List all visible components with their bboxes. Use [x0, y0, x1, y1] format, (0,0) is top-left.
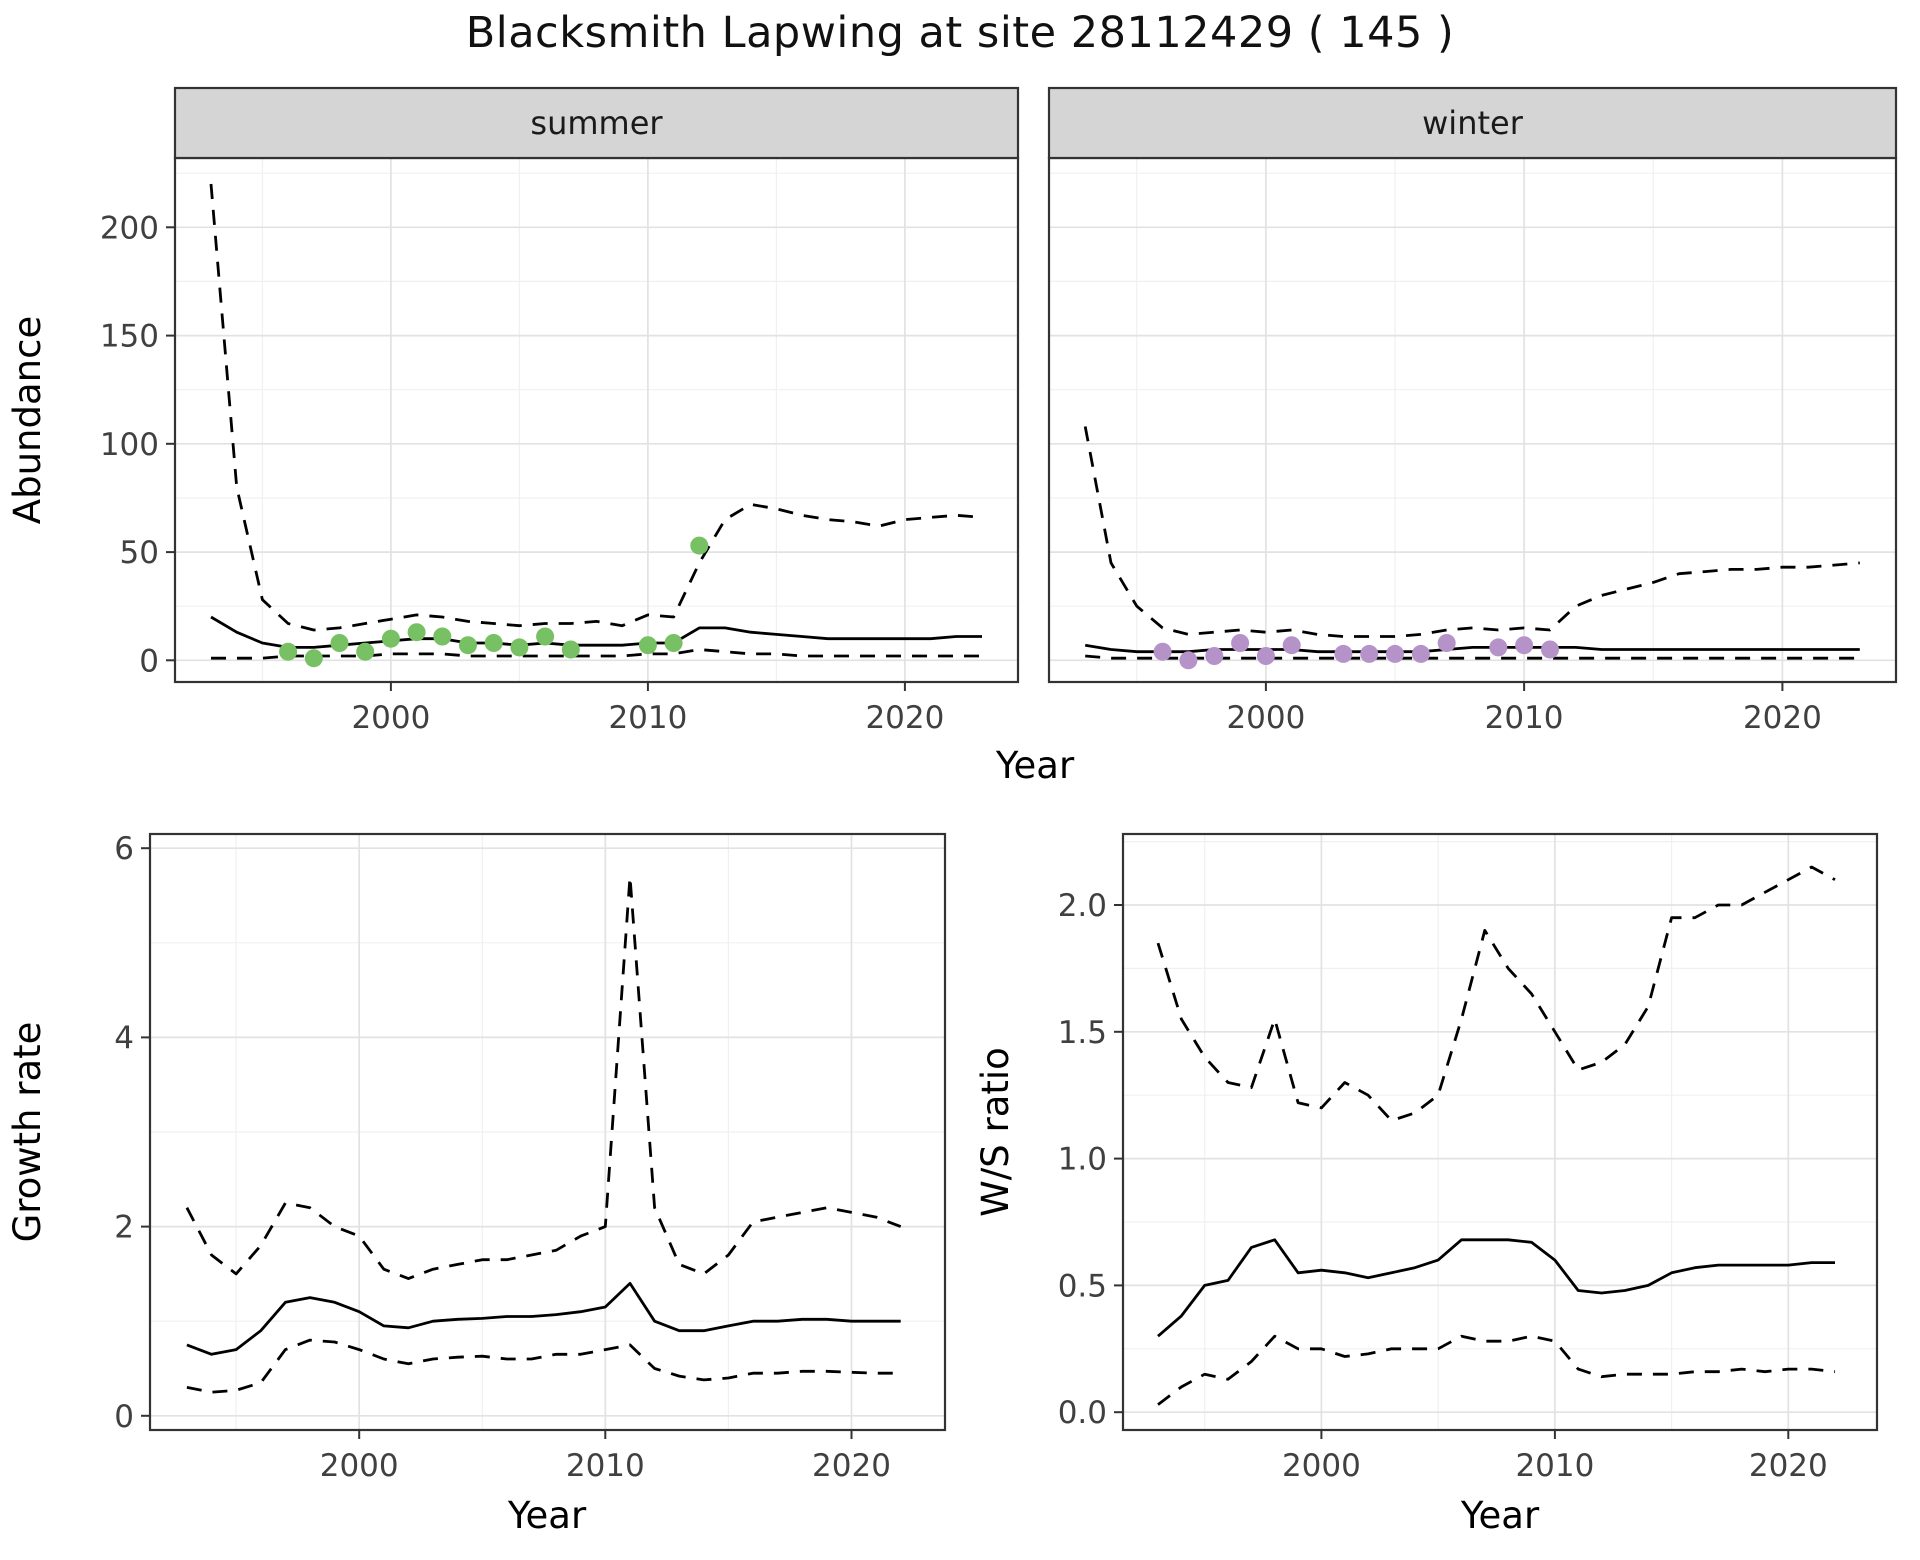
series-upper_ci	[1083, 426, 1860, 638]
panel-summer: 2000 2010 2020 0 50 100 150 200 summer	[100, 86, 1020, 736]
data-point	[1437, 634, 1456, 652]
y-tick-label: 2	[114, 1210, 134, 1246]
data-point	[433, 627, 452, 646]
data-point	[1205, 647, 1224, 665]
series-lower_ci	[186, 1338, 901, 1394]
x-axis-title: Year	[1460, 1494, 1540, 1537]
x-tick-label: 2020	[865, 700, 944, 736]
data-point	[510, 638, 529, 657]
data-point	[459, 636, 477, 655]
data-point	[484, 634, 503, 652]
data-point	[690, 536, 709, 555]
data-point	[1334, 644, 1353, 663]
x-tick-label: 2000	[1282, 1448, 1361, 1484]
data-point	[638, 636, 657, 655]
y-tick-label: 4	[114, 1020, 134, 1056]
series-upper_ci	[209, 183, 983, 632]
x-tick-label: 2010	[608, 700, 687, 736]
data-point	[1231, 634, 1250, 652]
data-point	[1515, 636, 1534, 655]
data-point	[356, 642, 375, 661]
y-axis-title: W/S ratio	[974, 1047, 1017, 1217]
panel-winter: 2000 2010 2020 winter	[1047, 86, 1898, 736]
data-point	[1179, 651, 1198, 670]
series-median	[1157, 1238, 1835, 1338]
x-tick-label: 2010	[566, 1448, 645, 1484]
data-point	[330, 634, 349, 652]
facet-strip-summer	[173, 86, 1020, 160]
y-tick-label: 0	[139, 643, 159, 679]
series-upper_ci	[185, 875, 902, 1280]
data-point	[1360, 644, 1379, 663]
data-point	[1411, 644, 1430, 663]
y-tick-label: 150	[100, 319, 159, 355]
series-upper_ci	[1156, 865, 1836, 1122]
x-tick-label: 2000	[320, 1448, 399, 1484]
x-tick-label: 2010	[1485, 700, 1564, 736]
y-tick-label: 50	[120, 535, 159, 571]
y-tick-label: 1.5	[1058, 1015, 1107, 1051]
panel-growth-rate: 2000 2010 2020 0 2 4 6	[114, 831, 947, 1484]
y-tick-label: 6	[114, 831, 134, 867]
chart-title: Blacksmith Lapwing at site 28112429 ( 14…	[465, 8, 1455, 58]
x-tick-label: 2020	[812, 1448, 891, 1484]
series-lower_ci	[1157, 1334, 1836, 1406]
data-point	[304, 649, 323, 668]
facet-strip-label: summer	[530, 104, 663, 142]
x-tick-label: 2020	[1743, 700, 1822, 736]
data-point	[1541, 640, 1559, 659]
y-tick-label: 100	[100, 427, 159, 463]
y-tick-label: 0.0	[1058, 1395, 1107, 1431]
facet-strip-winter	[1047, 86, 1898, 160]
data-point	[1153, 642, 1172, 661]
data-point	[1282, 636, 1301, 655]
x-tick-label: 2000	[351, 700, 430, 736]
panel-w-s-ratio: 2000 2010 2020 0.0 0.5 1.0 1.5 2.0	[1058, 832, 1879, 1484]
y-tick-label: 0.5	[1058, 1268, 1107, 1304]
data-point	[407, 623, 426, 642]
x-tick-label: 2020	[1749, 1448, 1828, 1484]
series-median	[186, 1282, 901, 1356]
data-point	[381, 629, 400, 648]
data-point	[1386, 644, 1404, 663]
y-tick-label: 0	[114, 1399, 134, 1435]
data-point	[1256, 647, 1275, 665]
x-axis-title: Year	[507, 1494, 587, 1537]
y-tick-label: 1.0	[1058, 1142, 1107, 1178]
y-axis-title: Growth rate	[6, 1022, 49, 1243]
x-axis-title: Year	[995, 744, 1075, 787]
x-tick-label: 2000	[1226, 700, 1305, 736]
y-axis-title: Abundance	[6, 316, 49, 524]
y-tick-label: 2.0	[1058, 888, 1107, 924]
data-point	[664, 634, 683, 652]
facet-strip-label: winter	[1422, 104, 1524, 142]
data-point	[279, 642, 298, 661]
data-point	[1489, 638, 1508, 657]
data-point	[536, 627, 555, 646]
x-tick-label: 2010	[1515, 1448, 1594, 1484]
y-tick-label: 200	[100, 210, 159, 246]
data-point	[561, 640, 580, 659]
